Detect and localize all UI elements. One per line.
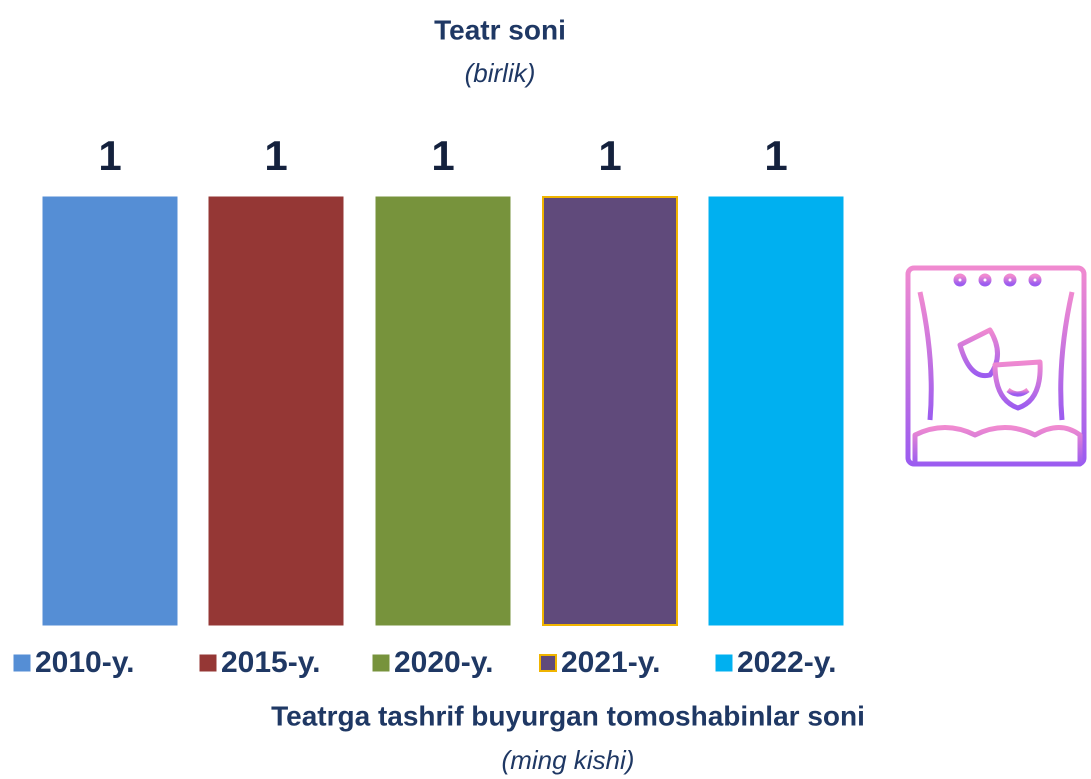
theater-icon	[905, 265, 1087, 467]
value-label: 1	[598, 132, 621, 179]
value-label: 1	[264, 132, 287, 179]
legend-label: 2020-y.	[394, 646, 494, 679]
legend-swatch	[539, 654, 557, 672]
bar	[708, 196, 844, 626]
chart-title: Teatr soni	[434, 14, 566, 45]
value-label: 1	[431, 132, 454, 179]
bar	[42, 196, 178, 626]
legend-swatch	[372, 654, 390, 672]
value-label: 1	[764, 132, 787, 179]
bar	[208, 196, 344, 626]
legend-swatch	[13, 654, 31, 672]
bar	[542, 196, 678, 626]
legend-swatch	[199, 654, 217, 672]
legend-swatch	[715, 654, 733, 672]
legend-label: 2015-y.	[221, 646, 321, 679]
legend-label: 2021-y.	[561, 646, 661, 679]
legend-label: 2010-y.	[35, 646, 135, 679]
chart-subtitle: (birlik)	[465, 58, 536, 88]
bar	[375, 196, 511, 626]
value-label: 1	[98, 132, 121, 179]
legend-label: 2022-y.	[737, 646, 837, 679]
footer-title: Teatrga tashrif buyurgan tomoshabinlar s…	[271, 700, 865, 731]
footer-subtitle: (ming kishi)	[502, 745, 635, 775]
